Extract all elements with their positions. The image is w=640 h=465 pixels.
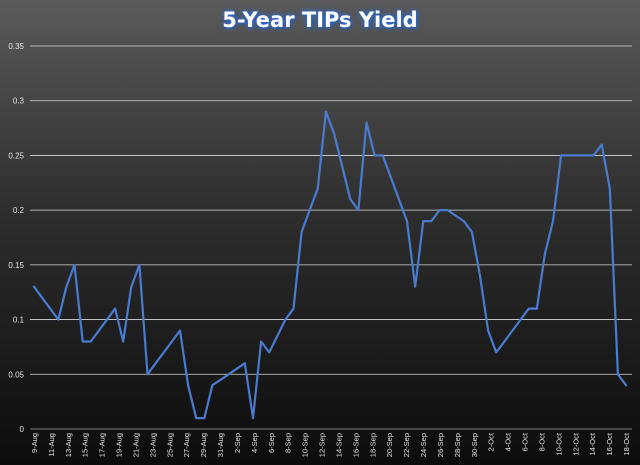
x-tick-label: 9-Aug xyxy=(30,433,39,453)
x-tick-label: 4-Oct xyxy=(504,432,513,451)
x-tick-label: 27-Aug xyxy=(182,433,191,457)
x-tick-label: 25-Aug xyxy=(165,433,174,457)
x-tick-label: 24-Sep xyxy=(419,433,428,457)
x-tick-label: 10-Sep xyxy=(301,433,310,457)
x-tick-label: 23-Aug xyxy=(148,433,157,457)
x-tick-label: 19-Aug xyxy=(115,433,124,457)
x-tick-label: 26-Sep xyxy=(436,433,445,457)
x-tick-label: 14-Sep xyxy=(334,433,343,457)
y-tick-label: 0.35 xyxy=(8,42,24,51)
x-tick-label: 6-Sep xyxy=(267,433,276,453)
x-tick-label: 8-Oct xyxy=(537,432,546,451)
x-tick-label: 30-Sep xyxy=(470,433,479,457)
x-tick-label: 4-Sep xyxy=(250,433,259,453)
x-tick-label: 16-Sep xyxy=(351,433,360,457)
x-tick-label: 18-Oct xyxy=(622,432,631,455)
x-tick-label: 18-Sep xyxy=(368,433,377,457)
x-tick-label: 13-Aug xyxy=(64,433,73,457)
x-tick-label: 20-Sep xyxy=(385,433,394,457)
y-tick-label: 0.05 xyxy=(8,370,24,379)
x-tick-label: 15-Aug xyxy=(81,433,90,457)
y-tick-label: 0.3 xyxy=(13,97,25,106)
y-tick-label: 0.25 xyxy=(8,151,24,160)
x-tick-label: 2-Sep xyxy=(233,433,242,453)
x-tick-label: 11-Aug xyxy=(47,433,56,457)
x-tick-label: 12-Sep xyxy=(318,433,327,457)
x-tick-label: 2-Oct xyxy=(487,432,496,451)
y-tick-label: 0.15 xyxy=(8,261,24,270)
series-line xyxy=(32,110,628,420)
x-tick-label: 17-Aug xyxy=(98,433,107,457)
y-tick-label: 0.2 xyxy=(13,206,25,215)
x-tick-label: 6-Oct xyxy=(521,432,530,451)
x-tick-label: 22-Sep xyxy=(402,433,411,457)
x-tick-label: 16-Oct xyxy=(605,432,614,455)
chart-title: 5-Year TIPs Yield xyxy=(222,8,418,32)
y-tick-label: 0.1 xyxy=(13,316,25,325)
y-tick-label: 0 xyxy=(20,425,25,434)
x-tick-label: 28-Sep xyxy=(453,433,462,457)
x-tick-label: 10-Oct xyxy=(554,432,563,455)
x-tick-label: 12-Oct xyxy=(571,432,580,455)
x-tick-label: 31-Aug xyxy=(216,433,225,457)
x-tick-label: 8-Sep xyxy=(284,433,293,453)
x-tick-label: 14-Oct xyxy=(588,432,597,455)
x-tick-label: 29-Aug xyxy=(199,433,208,457)
x-tick-label: 21-Aug xyxy=(131,433,140,457)
